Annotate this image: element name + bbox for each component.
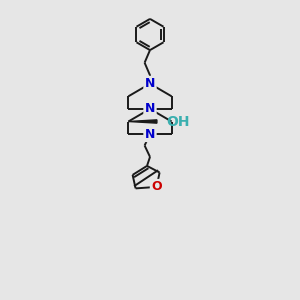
Text: O: O — [151, 180, 162, 194]
Text: N: N — [145, 102, 155, 116]
Text: N: N — [145, 77, 155, 90]
Polygon shape — [128, 120, 157, 123]
Text: OH: OH — [167, 115, 190, 128]
Text: N: N — [145, 128, 155, 141]
